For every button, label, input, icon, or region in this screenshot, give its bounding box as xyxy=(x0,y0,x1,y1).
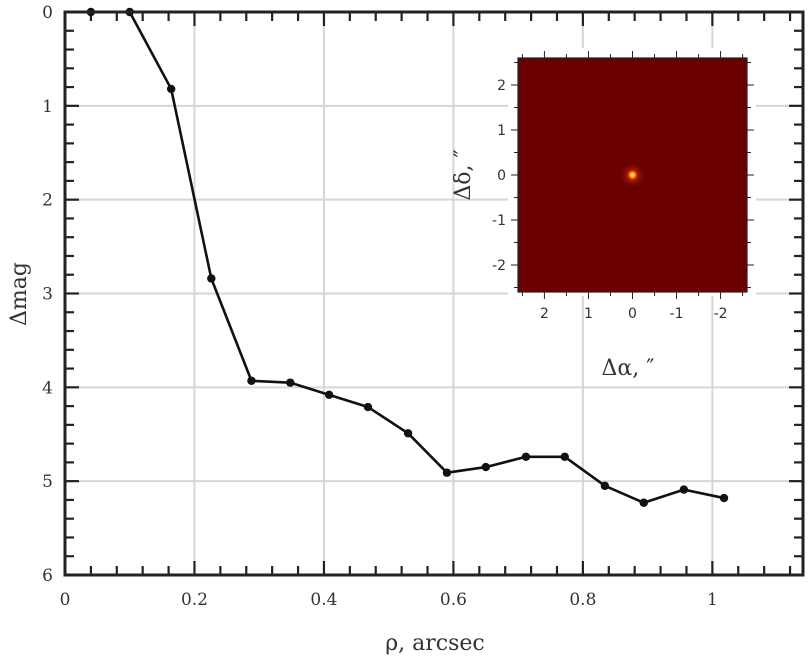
x-tick-label: 0.2 xyxy=(181,590,208,610)
x-tick-label: 1 xyxy=(707,590,718,610)
y-tick-label: 1 xyxy=(42,97,53,117)
inset-x-tick-label: 2 xyxy=(540,306,549,322)
data-point xyxy=(363,402,373,412)
x-tick-label: 0.8 xyxy=(569,590,596,610)
data-point xyxy=(481,462,490,472)
inset-frame xyxy=(517,57,748,293)
data-point xyxy=(679,485,689,494)
main-series xyxy=(86,7,729,507)
main-tick-labels: 0 0.2 0.4 0.6 0.8 1 0 1 2 3 4 5 6 xyxy=(42,3,718,610)
inset-y-tick-label: 1 xyxy=(497,123,506,139)
inset-y-tick-label: 2 xyxy=(497,78,506,94)
inset-y-tick-label: 0 xyxy=(497,168,506,184)
data-point xyxy=(286,378,295,387)
data-point xyxy=(403,429,413,438)
y-tick-label: 5 xyxy=(42,472,53,492)
y-tick-label: 4 xyxy=(42,378,53,398)
y-tick-label: 3 xyxy=(42,285,53,305)
x-tick-label: 0.6 xyxy=(440,590,467,610)
data-point xyxy=(442,468,452,477)
inset-x-tick-label: 1 xyxy=(584,306,593,322)
main-plot-frame xyxy=(63,10,805,577)
data-point xyxy=(207,274,216,283)
data-point xyxy=(600,481,610,491)
inset-x-tick-label: 0 xyxy=(628,306,637,322)
inset-ticks xyxy=(511,51,754,299)
inset-y-tick-label: -2 xyxy=(492,258,506,274)
data-point xyxy=(560,452,569,461)
y-tick-label: 0 xyxy=(42,3,53,23)
data-point xyxy=(639,498,648,507)
data-point xyxy=(166,84,176,94)
x-tick-label: 0 xyxy=(60,590,71,610)
data-point xyxy=(247,376,256,385)
data-point xyxy=(324,390,334,400)
x-axis-title: ρ, arcsec xyxy=(385,631,485,656)
inset-x-tick-label: -1 xyxy=(670,306,684,322)
inset-x-tick-label: -2 xyxy=(714,306,728,322)
y-tick-label: 6 xyxy=(42,566,53,586)
inset-x-axis-title: Δα, ″ xyxy=(602,356,655,381)
data-point xyxy=(719,493,729,503)
inset-y-axis-title: Δδ, ″ xyxy=(451,149,476,200)
inset-speckle-image: 2 1 0 -1 -2 2 1 0 -1 -2 xyxy=(492,48,756,322)
main-plot: 0 0.2 0.4 0.6 0.8 1 0 1 2 3 4 5 6 xyxy=(42,3,805,610)
y-tick-label: 2 xyxy=(42,191,53,211)
inset-tick-labels: 2 1 0 -1 -2 2 1 0 -1 -2 xyxy=(492,78,728,322)
x-tick-label: 0.4 xyxy=(310,590,337,610)
inset-source-core xyxy=(627,169,638,181)
data-point xyxy=(521,452,531,461)
inset-y-tick-label: -1 xyxy=(492,213,506,229)
y-axis-title: Δmag xyxy=(7,262,32,326)
